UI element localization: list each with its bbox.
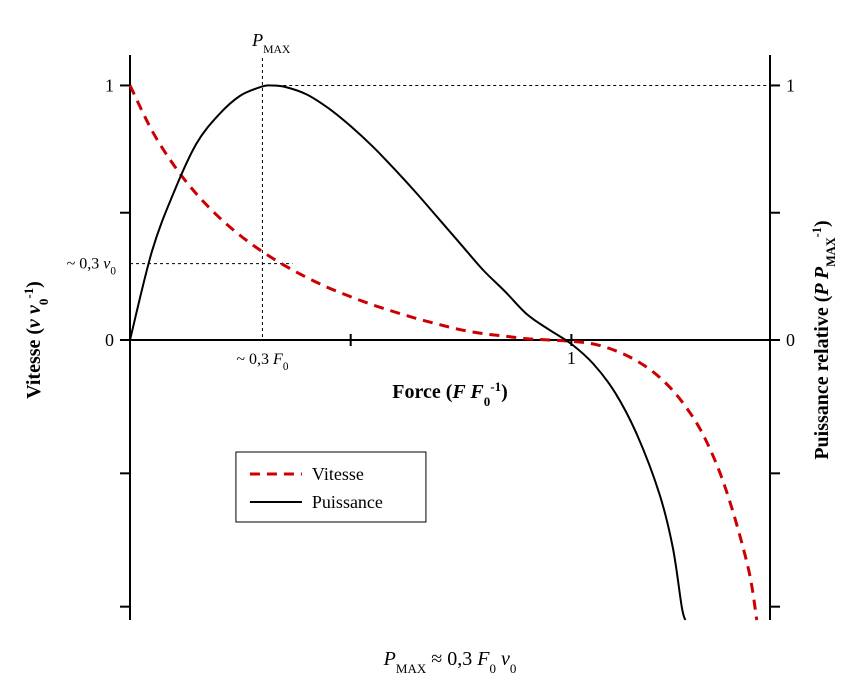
chart-bg bbox=[0, 0, 850, 698]
chart-svg: 01011PMAX~ 0,3 v0~ 0,3 F0Force (F F0-1)V… bbox=[0, 0, 850, 698]
y-right-tick-label: 1 bbox=[786, 75, 795, 95]
legend-label-puissance: Puissance bbox=[312, 492, 383, 512]
y-left-tick-label: 0 bbox=[105, 330, 114, 350]
legend-label-vitesse: Vitesse bbox=[312, 464, 364, 484]
y-right-tick-label: 0 bbox=[786, 330, 795, 350]
chart-container: 01011PMAX~ 0,3 v0~ 0,3 F0Force (F F0-1)V… bbox=[0, 0, 850, 698]
y-left-tick-label: 1 bbox=[105, 75, 114, 95]
x-tick-label: 1 bbox=[567, 348, 576, 368]
